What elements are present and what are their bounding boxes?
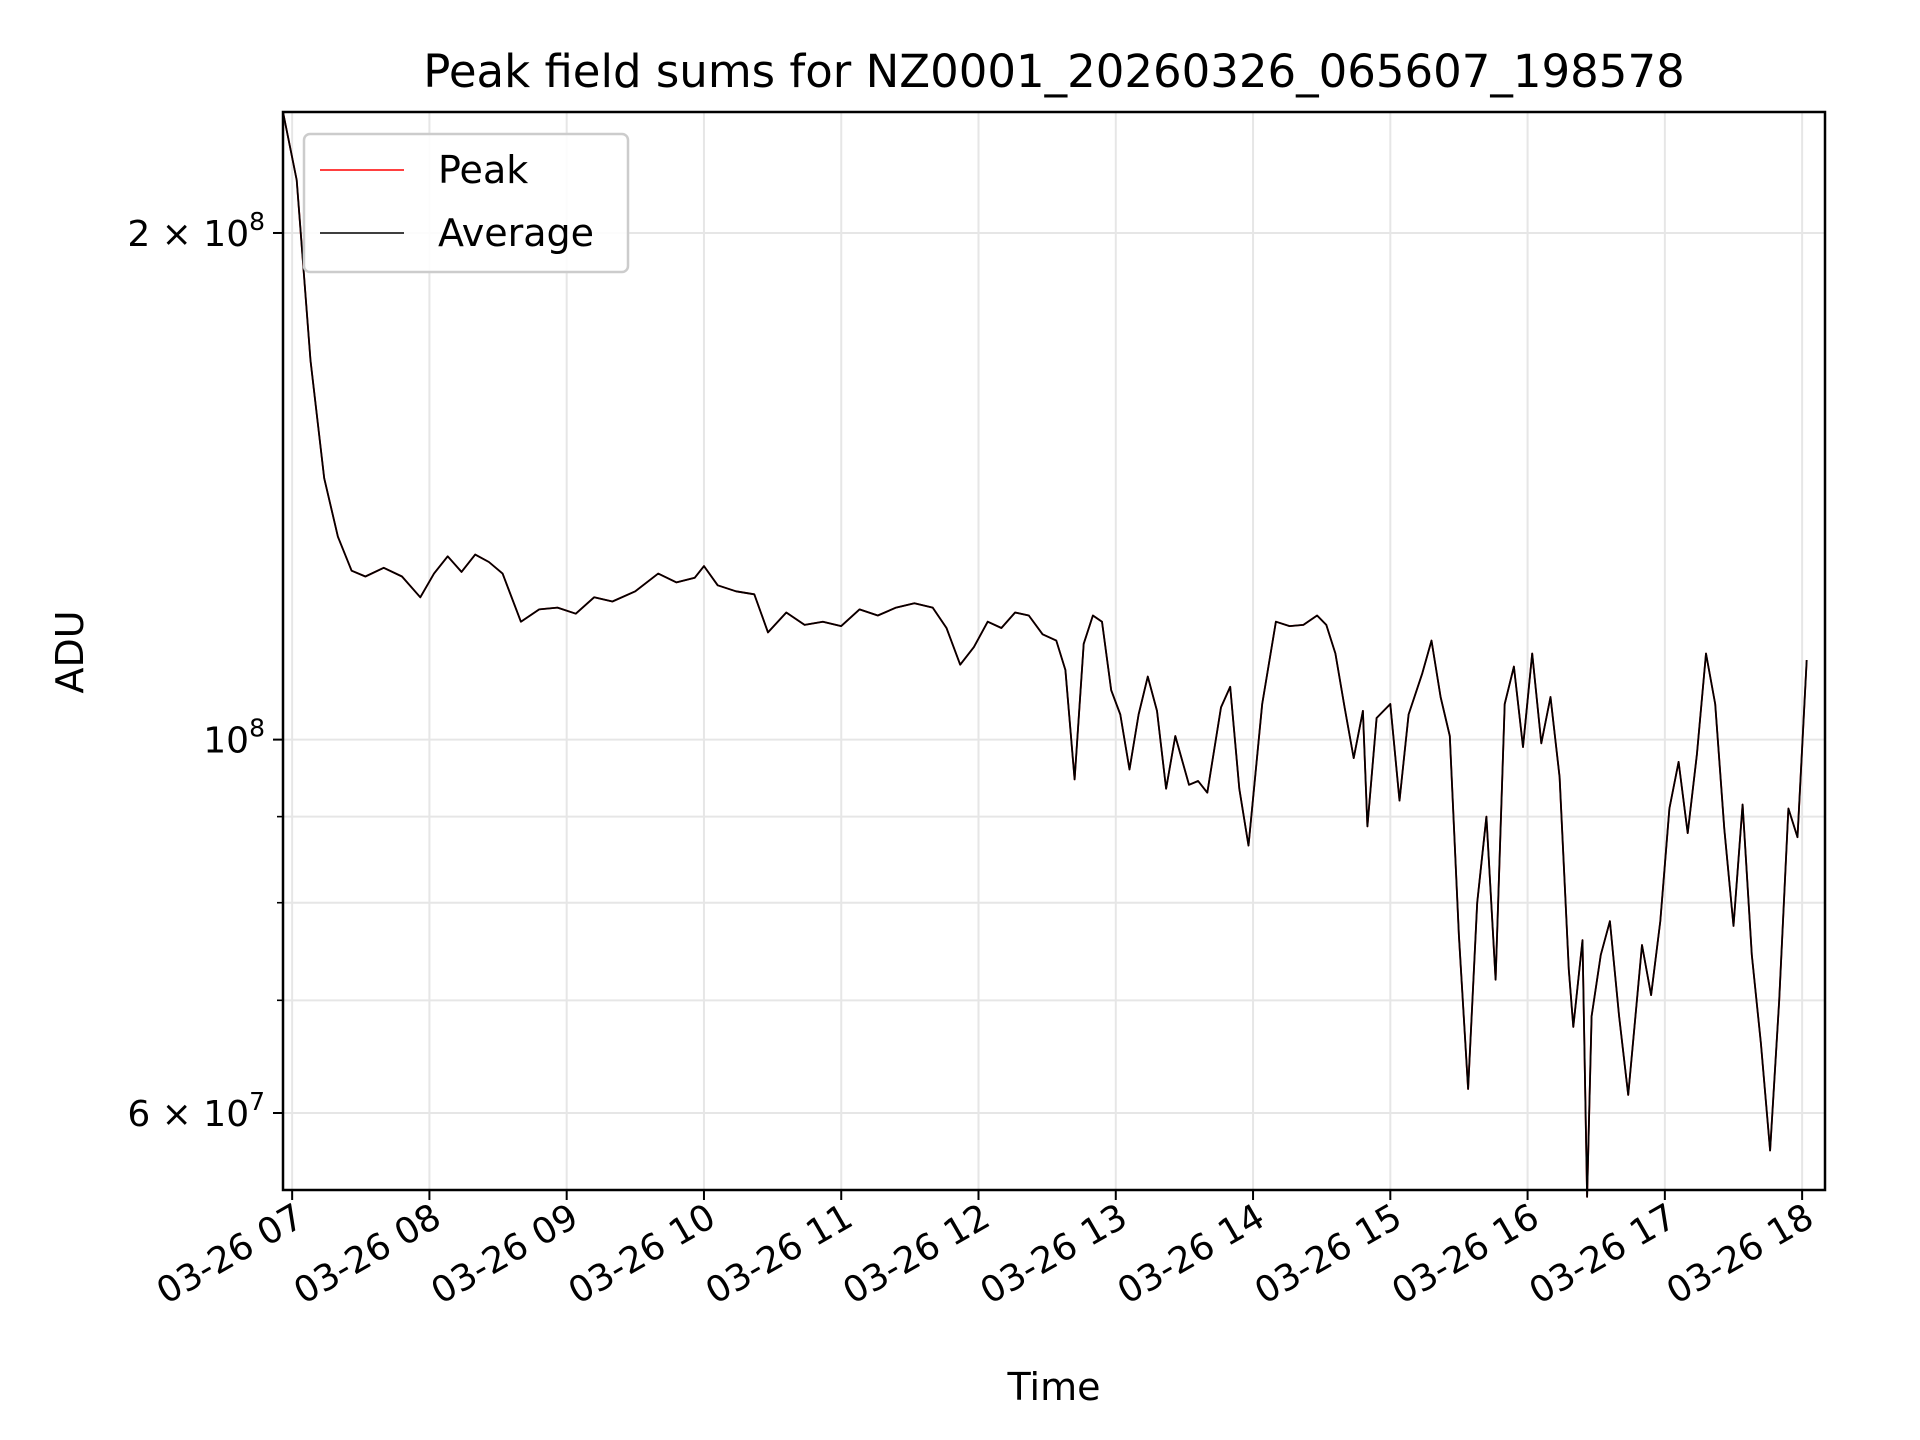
- y-tick-label: 108: [203, 714, 265, 762]
- series-line-average: [282, 111, 1808, 1198]
- series-lines: [282, 111, 1808, 1198]
- plot-area-frame: [281, 110, 1827, 1192]
- legend-box: [302, 132, 630, 274]
- grid: [283, 112, 1825, 1190]
- x-axis-label: Time: [1007, 1365, 1101, 1409]
- chart-title: Peak field sums for NZ0001_20260326_0656…: [423, 45, 1684, 98]
- y-axis-label: ADU: [48, 610, 92, 693]
- legend-label-average: Average: [438, 211, 594, 255]
- legend-label-peak: Peak: [438, 148, 528, 192]
- legend: Peak Average: [302, 132, 630, 274]
- y-tick-label: 2 × 108: [127, 207, 265, 255]
- y-tick-label: 6 × 107: [127, 1087, 265, 1135]
